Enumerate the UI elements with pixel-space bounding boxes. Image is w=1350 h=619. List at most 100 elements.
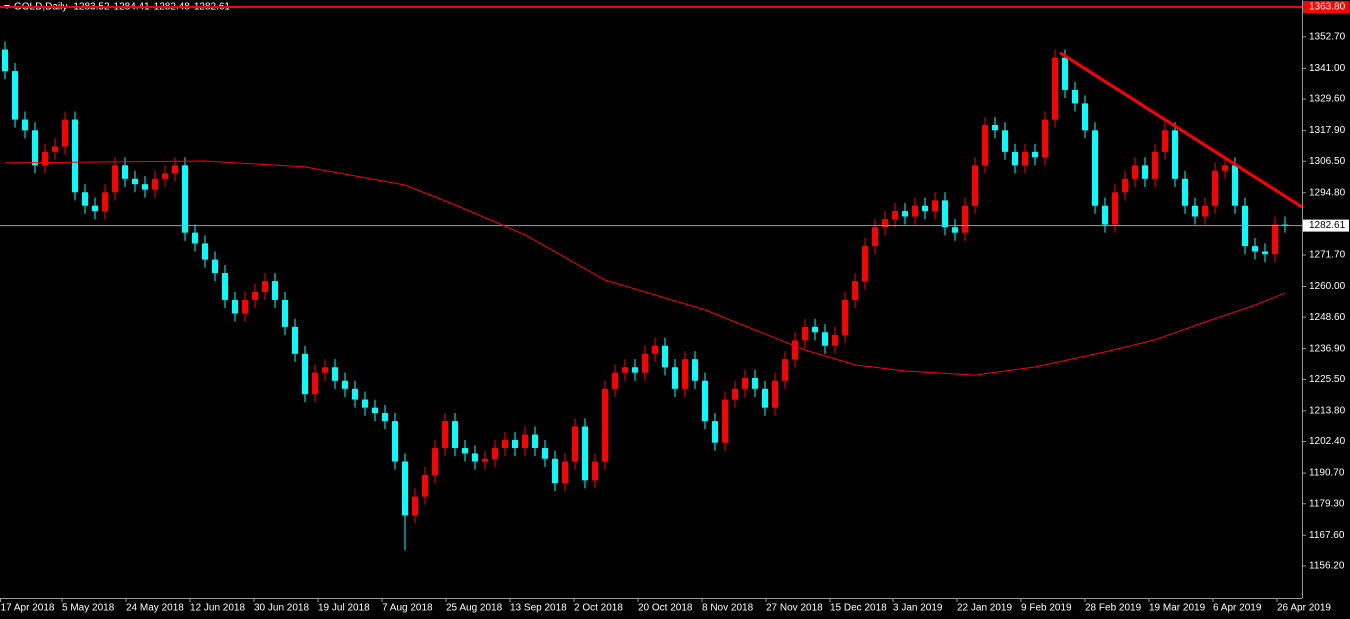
y-tick-label: 1202.40 [1309,436,1346,447]
candle-body [752,378,758,389]
candle-body [732,388,738,400]
y-tick-label: 1317.90 [1309,125,1346,136]
candle-body [912,205,918,217]
candle-body [692,359,698,381]
candle-body [762,388,768,408]
candle-body [1282,224,1288,226]
candle-body [822,332,828,346]
y-tick-label: 1156.20 [1309,561,1345,572]
x-tick-label: 9 Feb 2019 [1021,603,1072,614]
candle-body [192,232,198,244]
candle-body [1152,151,1158,179]
candle-body [1172,130,1178,179]
candle-body [772,380,778,408]
candle-body [922,205,928,212]
candle-body [642,353,648,373]
candle-body [112,165,118,193]
candle-body [232,299,238,314]
candle-body [1002,130,1008,152]
candle-body [522,434,528,449]
candle-body [82,192,88,206]
candle-body [122,165,128,179]
candle-body [392,421,398,462]
candle-body [32,130,38,166]
candle-body [952,227,958,233]
candle-body [1102,205,1108,225]
candle-body [1012,151,1018,166]
x-tick-label: 24 May 2018 [126,603,184,614]
x-tick-label: 25 Aug 2018 [446,603,503,614]
candle-body [342,380,348,389]
moving-average [4,160,1286,376]
candle-body [492,448,498,459]
x-tick-label: 12 Jun 2018 [190,603,245,614]
candle-body [502,439,508,449]
candle-body [72,119,78,193]
y-tick-label: 1179.30 [1309,498,1345,509]
candle-body [422,474,428,497]
y-tick-label: 1329.60 [1309,94,1346,105]
candle-body [222,273,228,300]
candle-body [632,367,638,373]
candle-body [872,227,878,247]
candle-body [562,461,568,484]
candle-body [402,461,408,516]
candle-body [92,205,98,212]
candle-body [482,458,488,462]
candle-body [742,378,748,389]
candle-body [282,299,288,327]
candle-body [1122,178,1128,193]
candle-body [682,359,688,389]
candle-body [532,434,538,449]
candle-body [292,326,298,354]
x-tick-label: 3 Jan 2019 [893,603,943,614]
candle-body [882,219,888,228]
y-tick-label: 1260.00 [1309,281,1346,292]
candle-body [1052,57,1058,120]
candle-body [722,399,728,443]
candle-body [62,119,68,147]
x-tick-label: 15 Dec 2018 [830,603,887,614]
candle-body [652,345,658,354]
trendline [1059,51,1303,209]
x-tick-label: 19 Mar 2019 [1149,603,1206,614]
level-label-box [1303,1,1349,14]
candle-body [972,165,978,206]
candle-body [42,151,48,166]
x-tick-label: 8 Nov 2018 [702,603,754,614]
candle-body [892,211,898,220]
candle-body [812,326,818,333]
candle-body [1252,246,1258,252]
candle-body [412,496,418,516]
candle-body [102,192,108,212]
x-tick-label: 28 Feb 2019 [1085,603,1142,614]
candle-body [252,291,258,300]
candle-body [1232,165,1238,206]
x-tick-label: 6 Apr 2019 [1213,603,1262,614]
x-tick-label: 19 Jul 2018 [318,603,370,614]
candle-body [302,353,308,395]
candle-body [1142,165,1148,179]
candle-body [792,340,798,360]
candle-body [1082,103,1088,131]
candle-body [372,407,378,414]
candle-body [1042,119,1048,158]
x-tick-label: 27 Nov 2018 [766,603,823,614]
y-tick-label: 1341.00 [1309,63,1346,74]
y-tick-label: 1271.70 [1309,250,1346,261]
candle-body [382,413,388,422]
y-tick-label: 1225.50 [1309,374,1346,385]
candle-body [1272,224,1278,255]
candle-body [312,372,318,395]
candle-body [1212,170,1218,206]
candle-body [992,124,998,131]
candle-body [842,299,848,335]
price-label: 1282.61 [1309,220,1346,231]
y-tick-label: 1294.80 [1309,187,1346,198]
x-tick-label: 7 Aug 2018 [382,603,433,614]
x-tick-label: 26 Apr 2019 [1277,603,1331,614]
candle-body [782,359,788,381]
candle-body [1092,130,1098,206]
candle-body [672,367,678,389]
candle-body [942,200,948,228]
